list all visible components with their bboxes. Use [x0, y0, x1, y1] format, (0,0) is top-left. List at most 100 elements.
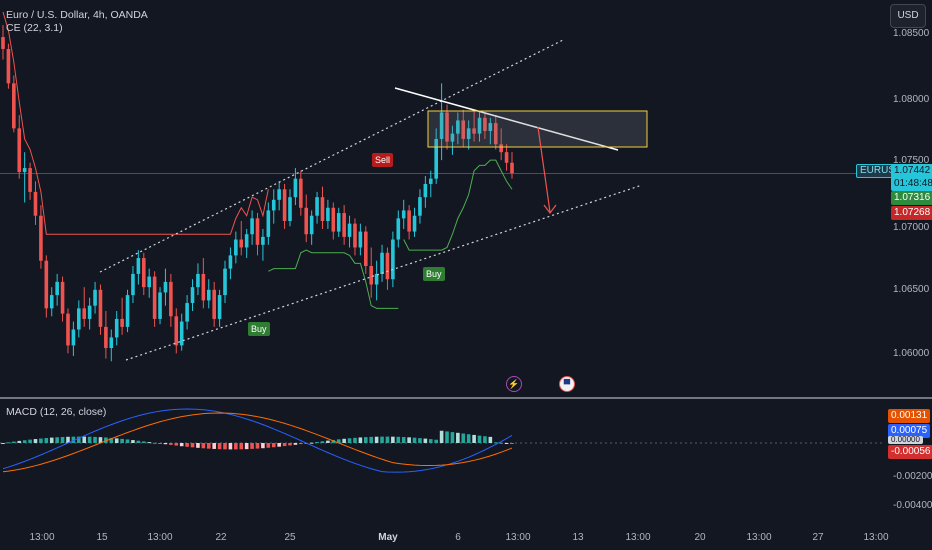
ce-indicator-label[interactable]: CE (22, 3.1) — [6, 22, 63, 34]
macd-histogram-bar — [288, 443, 292, 446]
candle-body — [60, 281, 65, 314]
candle-body — [104, 326, 108, 349]
macd-histogram-bar — [466, 434, 471, 443]
candle-body — [163, 281, 168, 293]
candle-body — [185, 303, 189, 322]
currency-button[interactable]: USD — [890, 4, 926, 28]
macd-histogram-bar — [141, 441, 146, 443]
candle-body — [250, 218, 254, 235]
candle-body — [347, 223, 352, 237]
candle-body — [461, 120, 466, 139]
candle-body — [380, 252, 384, 274]
candle-body — [147, 276, 152, 288]
candle-body — [434, 138, 438, 179]
candle-body — [120, 318, 124, 327]
projection-arrow — [537, 126, 551, 213]
macd-histogram-bar — [244, 443, 249, 450]
macd-histogram-bar — [60, 436, 65, 443]
candle-body — [363, 231, 368, 266]
macd-histogram-bar — [320, 441, 325, 443]
time-tick: 13:00 — [147, 532, 173, 543]
macd-histogram-bar — [1, 443, 5, 444]
macd-histogram-bar — [223, 443, 227, 450]
candle-body — [499, 144, 503, 153]
candle-body — [44, 260, 49, 309]
macd-histogram-bar — [55, 437, 59, 443]
macd-histogram-bar — [120, 438, 124, 443]
macd-histogram-bar — [315, 441, 319, 443]
macd-histogram-bar — [49, 437, 54, 443]
candle-body — [483, 117, 487, 132]
candle-body — [309, 215, 314, 235]
macd-histogram-bar — [353, 437, 357, 443]
macd-histogram-bar — [250, 443, 254, 449]
candle-body — [228, 255, 233, 269]
candle-body — [206, 289, 211, 301]
candle-body — [98, 289, 103, 327]
candle-body — [17, 128, 22, 173]
candle-body — [488, 123, 493, 132]
macd-histogram-bar — [33, 439, 38, 443]
macd-histogram-bar — [114, 438, 119, 443]
candle-body — [456, 120, 460, 134]
macd-histogram-bar — [369, 436, 374, 443]
macd-histogram-bar — [6, 442, 11, 444]
macd-histogram-bar — [401, 437, 406, 443]
macd-signal-tag: -0.00056 — [888, 445, 932, 459]
macd-histogram-bar — [131, 440, 135, 443]
macd-histogram-bar — [380, 436, 384, 443]
macd-histogram-bar — [342, 438, 346, 443]
buy-signal-label: Buy — [423, 267, 445, 281]
last-price-tag: 1.07442 — [891, 164, 932, 178]
ce-long-stop-line — [403, 159, 513, 251]
chart-title[interactable]: Euro / U.S. Dollar, 4h, OANDA — [6, 9, 148, 21]
candle-body — [212, 289, 216, 319]
macd-histogram-bar — [44, 438, 49, 443]
lightning-event-icon[interactable]: ⚡ — [506, 376, 522, 392]
candle-body — [299, 178, 303, 208]
candle-body — [320, 197, 325, 221]
candle-body — [223, 268, 227, 296]
candle-body — [114, 318, 119, 338]
candle-body — [33, 191, 38, 216]
candle-body — [255, 218, 260, 245]
time-tick: 13:00 — [863, 532, 889, 543]
macd-histogram-bar — [98, 437, 103, 443]
macd-histogram-bar — [363, 437, 368, 443]
candle-body — [293, 178, 298, 198]
candle-body — [418, 197, 422, 216]
macd-histogram-bar — [493, 442, 498, 444]
macd-histogram-bar — [271, 443, 276, 448]
macd-signal-line — [2, 412, 513, 473]
time-tick: 13:00 — [625, 532, 651, 543]
macd-histogram-bar — [309, 442, 314, 444]
candle-body — [396, 218, 401, 240]
candle-body — [385, 252, 390, 280]
macd-histogram-bar — [428, 439, 433, 443]
candle-body — [71, 329, 76, 346]
candle-body — [445, 112, 449, 142]
macd-histogram-bar — [396, 436, 401, 443]
candle-body — [466, 128, 471, 139]
macd-histogram-bar — [374, 436, 379, 443]
candle-body — [428, 178, 433, 184]
candle-body — [336, 213, 341, 232]
candle-body — [196, 273, 200, 288]
candle-body — [55, 281, 59, 296]
candle-body — [439, 112, 444, 139]
macd-histogram-bar — [461, 433, 466, 443]
us-flag-event-icon[interactable]: ▀ — [559, 376, 575, 392]
macd-histogram-bar — [147, 442, 152, 444]
macd-histogram-bar — [212, 443, 216, 449]
candle-body — [87, 305, 92, 319]
candle-body — [136, 258, 141, 274]
ce-long-stop-line — [268, 249, 399, 309]
macd-histogram-bar — [282, 443, 287, 447]
macd-histogram-bar — [261, 443, 265, 449]
macd-histogram-bar — [125, 439, 130, 443]
candle-body — [401, 210, 406, 219]
channel-lower-line — [125, 184, 643, 361]
macd-indicator-label[interactable]: MACD (12, 26, close) — [6, 406, 107, 418]
macd-histogram-bar — [82, 436, 87, 443]
